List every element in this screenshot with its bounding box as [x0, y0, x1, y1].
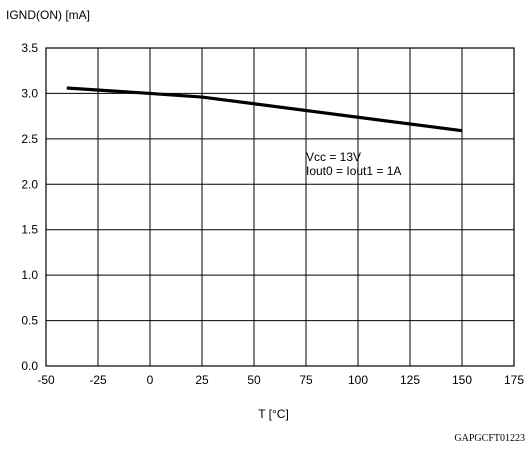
x-tick-label: -50	[37, 373, 55, 387]
x-tick-label: 125	[400, 373, 420, 387]
y-tick-label: 2.0	[21, 177, 38, 191]
y-tick-label: 0.5	[21, 314, 38, 328]
x-tick-label: 150	[452, 373, 472, 387]
figure-code: GAPGCFT01223	[454, 433, 525, 444]
y-tick-label: 1.0	[21, 268, 38, 282]
annotation-line-iout: Iout0 = Iout1 = 1A	[306, 164, 402, 178]
y-tick-label: 0.0	[21, 359, 38, 373]
x-tick-label: -25	[89, 373, 107, 387]
y-tick-label: 3.5	[21, 41, 38, 55]
plot-frame	[45, 47, 515, 367]
x-axis-label-container: T [°C]	[0, 407, 527, 421]
chart-annotation: Vcc = 13V Iout0 = Iout1 = 1A	[306, 150, 401, 178]
annotation-line-vcc: Vcc = 13V	[306, 150, 362, 164]
y-tick-label: 1.5	[21, 223, 38, 237]
y-axis-label: IGND(ON) [mA]	[6, 8, 90, 22]
x-tick-label: 175	[504, 373, 524, 387]
x-axis-label: T [°C]	[258, 407, 289, 421]
x-tick-label: 25	[195, 373, 209, 387]
series-line	[66, 86, 463, 133]
y-tick-label: 2.5	[21, 132, 38, 146]
x-tick-label: 0	[147, 373, 154, 387]
y-tick-label: 3.0	[21, 86, 38, 100]
x-tick-label: 100	[348, 373, 368, 387]
x-tick-label: 50	[247, 373, 261, 387]
x-tick-label: 75	[299, 373, 313, 387]
